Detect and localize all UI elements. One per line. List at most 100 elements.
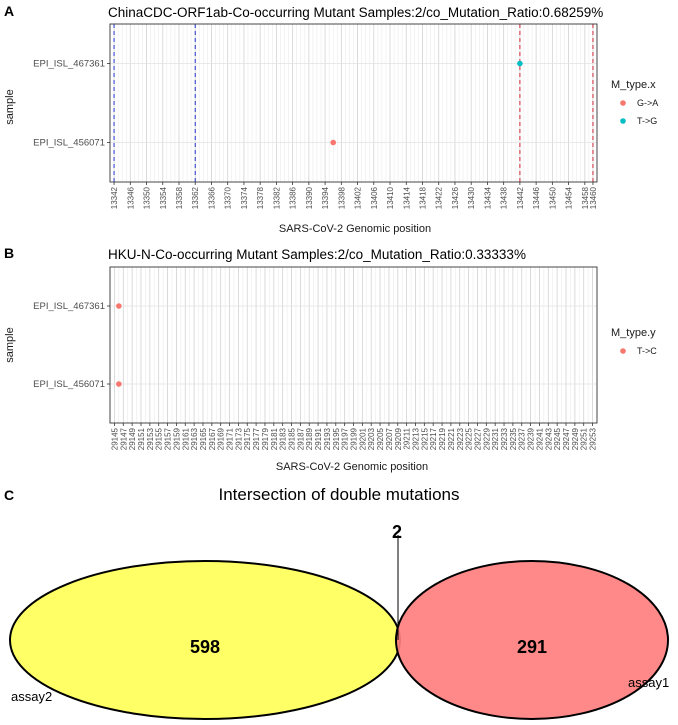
a-xtick-label: 13458 [581,186,590,209]
b-xtick-label: 29187 [296,427,305,450]
a-ytick-label: EPI_ISL_456071 [33,138,105,149]
a-xtick-label: 13418 [418,186,427,209]
b-xtick-label: 29219 [438,427,447,450]
b-xtick-label: 29151 [137,427,146,450]
a-legend-label: T->G [637,116,657,126]
panel-b-xlabel: SARS-CoV-2 Genomic position [276,461,428,473]
b-xtick-label: 29153 [146,427,155,450]
panel-a-letter: A [4,3,14,19]
b-xtick-label: 29147 [119,427,128,450]
b-xtick-label: 29159 [172,427,181,450]
b-xtick-label: 29177 [252,427,261,450]
b-xtick-label: 29231 [491,427,500,450]
a-xtick-label: 13414 [402,186,411,209]
b-xtick-label: 29239 [527,427,536,450]
a-point [517,60,523,67]
panel-a-xlabel: SARS-CoV-2 Genomic position [279,223,431,235]
b-xtick-label: 29195 [332,427,341,450]
b-ytick-label: EPI_ISL_456071 [33,379,105,390]
b-xtick-label: 29203 [367,427,376,450]
a-ytick-label: EPI_ISL_467361 [33,59,105,70]
a-xtick-label: 13362 [191,186,200,209]
a-panel-border [109,23,598,183]
panel-c-letter: C [4,487,14,503]
b-xtick-label: 29197 [341,427,350,450]
b-point [116,303,122,309]
a-xtick-label: 13386 [289,186,298,209]
panel-a-title: ChinaCDC-ORF1ab-Co-occurring Mutant Samp… [108,5,603,20]
b-xtick-label: 29221 [447,427,456,450]
venn-set-assay1 [395,560,669,720]
b-ytick-label: EPI_ISL_467361 [33,301,105,312]
b-xtick-label: 29161 [181,427,190,450]
b-xtick-label: 29191 [314,427,323,450]
a-xtick-label: 13442 [516,186,525,209]
a-point [330,139,337,146]
a-xtick-label: 13426 [451,186,460,209]
a-legend-title: M_type.x [611,79,656,91]
b-xtick-label: 29169 [217,427,226,450]
b-xtick-label: 29249 [571,427,580,450]
b-xtick-label: 29199 [350,427,359,450]
a-xtick-label: 13398 [337,186,346,209]
a-xtick-label: 13358 [175,186,184,209]
venn-assay1-count: 291 [517,637,547,657]
a-xtick-label: 13378 [256,186,265,209]
b-xtick-label: 29243 [544,427,553,450]
panel-a-plot-area: EPI_ISL_456071 EPI_ISL_467361 13342 13346 13… [33,23,598,209]
b-xtick-label: 29225 [465,427,474,450]
panel-b: B HKU-N-Co-occurring Mutant Samples:2/co… [4,245,657,473]
b-xtick-label: 29163 [190,427,199,450]
venn-assay1-label: assay1 [628,675,669,690]
b-xtick-label: 29175 [243,427,252,450]
a-xtick-label: 13366 [207,186,216,209]
b-xtick-label: 29213 [411,427,420,450]
a-xtick-label: 13460 [589,186,598,209]
panel-c: C Intersection of double mutations 2 598… [4,485,669,720]
b-xtick-label: 29173 [234,427,243,450]
b-xtick-label: 29233 [500,427,509,450]
b-xtick-label: 29149 [128,427,137,450]
b-xtick-label: 29205 [376,427,385,450]
b-xtick-label: 29181 [270,427,279,450]
b-xtick-label: 29183 [279,427,288,450]
panel-a-legend: M_type.x G->A T->G [611,79,658,126]
panel-b-legend: M_type.y T->C [611,327,657,356]
a-xtick-label: 13434 [483,186,492,209]
b-xtick-label: 29201 [358,427,367,450]
venn-title: Intersection of double mutations [219,485,460,504]
b-xtick-label: 29227 [473,427,482,450]
a-xtick-label: 13346 [126,186,135,209]
venn-assay2-count: 598 [190,637,220,657]
b-xtick-label: 29229 [482,427,491,450]
a-xtick-label: 13454 [565,186,574,209]
b-xtick-label: 29193 [323,427,332,450]
b-xtick-label: 29245 [553,427,562,450]
b-xtick-label: 29217 [429,427,438,450]
b-xtick-label: 29157 [164,427,173,450]
b-xtick-label: 29207 [385,427,394,450]
a-legend-key [620,100,626,106]
b-xtick-label: 29165 [199,427,208,450]
b-xtick-label: 29211 [403,427,412,449]
a-xtick-label: 13438 [500,186,509,209]
b-xtick-label: 29171 [226,427,235,450]
b-xtick-label: 29223 [456,427,465,450]
b-point [116,381,122,387]
a-legend-label: G->A [637,98,658,108]
b-xtick-label: 29241 [535,427,544,450]
a-xtick-label: 13390 [305,186,314,209]
a-xtick-label: 13446 [532,186,541,209]
venn-intersection-count: 2 [392,522,402,542]
b-xtick-label: 29215 [420,427,429,450]
b-xtick-label: 29145 [110,427,119,450]
b-xtick-label: 29235 [509,427,518,450]
b-xtick-label: 29189 [305,427,314,450]
a-xtick-label: 13450 [548,186,557,209]
b-xtick-label: 29253 [589,427,598,450]
a-xtick-label: 13430 [467,186,476,209]
a-xtick-label: 13382 [272,186,281,209]
